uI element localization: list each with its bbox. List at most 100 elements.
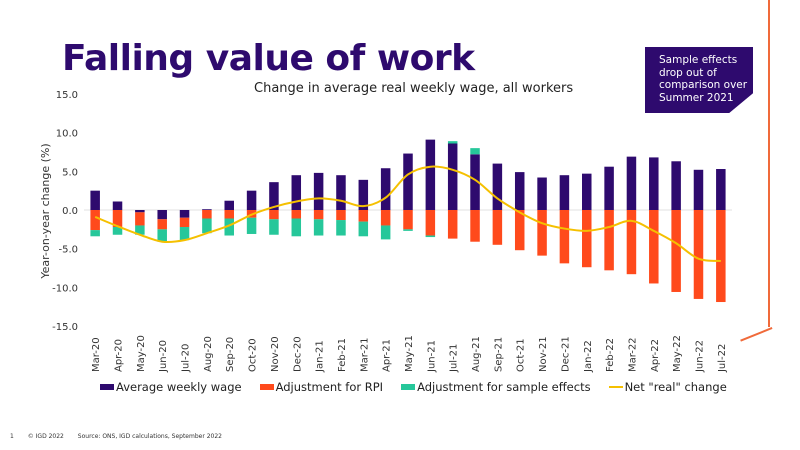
y-tick-label: 5.0 [62,167,78,178]
x-tick-label: Jun-22 [694,340,705,373]
bar-average-weekly-wage [649,157,659,210]
x-tick-label: Dec-20 [292,336,303,372]
bar-average-weekly-wage [403,153,413,210]
bar-adjustment-for-rpi [157,219,167,230]
bar-adjustment-for-rpi [716,210,726,303]
x-tick-label: Feb-21 [337,338,348,372]
bar-average-weekly-wage [559,175,570,210]
bar-adjustment-for-rpi [425,210,436,236]
slide-title: Falling value of work [62,38,475,79]
bar-adjustment-for-rpi [269,210,279,220]
bar-average-weekly-wage [604,166,614,210]
bar-adjustment-for-sample-effects [90,230,100,237]
x-tick-label: Oct-20 [248,338,259,372]
bar-adjustment-for-rpi [336,210,346,221]
bar-average-weekly-wage [112,201,123,210]
y-tick-label: 0.0 [62,206,78,217]
callout-box: Sample effects drop out of comparison ov… [645,47,753,113]
bar-adjustment-for-sample-effects [157,229,167,242]
bar-average-weekly-wage [380,168,391,210]
x-tick-label: Dec-21 [560,336,571,372]
bar-adjustment-for-rpi [649,210,659,284]
bar-adjustment-for-rpi [90,210,100,231]
bar-average-weekly-wage [358,179,369,210]
net-real-change-line [94,165,721,263]
bar-average-weekly-wage [425,139,436,210]
x-tick-label: Jul-20 [181,344,192,373]
bar-adjustment-for-rpi [693,210,704,299]
bar-average-weekly-wage [336,175,346,210]
x-tick-label: Aug-20 [203,336,214,372]
x-tick-label: Jan-21 [315,340,326,373]
bar-average-weekly-wage [514,172,525,210]
bar-adjustment-for-sample-effects [202,218,212,234]
bar-adjustment-for-sample-effects [447,141,458,144]
bar-adjustment-for-rpi [626,210,637,275]
legend-label: Net "real" change [624,380,727,394]
bar-adjustment-for-rpi [671,210,681,292]
bar-adjustment-for-rpi [582,210,592,268]
callout-line: drop out of [659,66,717,79]
bar-adjustment-for-sample-effects [224,218,234,236]
bar-average-weekly-wage [224,200,234,210]
bar-adjustment-for-rpi [470,210,480,242]
bar-adjustment-for-sample-effects [380,225,391,240]
callout-line: comparison over [659,79,748,91]
x-tick-label: Apr-22 [650,339,661,372]
bar-adjustment-for-sample-effects [112,227,123,235]
legend-item-net: Net "real" change [608,380,727,394]
y-axis-label-group: Year-on-year change (%) [39,143,52,279]
legend-item-sample: Adjustment for sample effects [401,380,591,394]
bar-average-weekly-wage [626,156,637,210]
x-tick-label: Jun-20 [158,340,169,373]
bar-average-weekly-wage [179,210,190,218]
bar-average-weekly-wage [537,177,547,210]
bar-adjustment-for-rpi [514,210,525,251]
x-tick-label: Sep-21 [493,337,504,372]
x-tick-label: Oct-21 [516,338,527,372]
bar-adjustment-for-sample-effects [336,220,346,236]
y-ticks: 15.0 10.0 5.0 0.0 -5.0 -10.0 -15.0 [52,90,78,333]
bar-average-weekly-wage [671,161,681,210]
bars [90,139,726,303]
y-tick-label: -5.0 [58,245,78,256]
x-tick-label: Mar-20 [91,337,102,372]
bar-average-weekly-wage [492,163,503,210]
y-axis-label: Year-on-year change (%) [39,143,52,279]
bar-adjustment-for-rpi [559,210,570,264]
source-note: Source: ONS, IGD calculations, September… [77,433,222,440]
page-number: 1 [10,433,14,440]
legend-swatch-sample [401,384,416,390]
y-tick-label: 15.0 [56,90,78,101]
x-tick-label: May-21 [404,335,415,372]
callout-line: Summer 2021 [659,91,734,104]
legend-swatch-wage [100,384,114,390]
bar-average-weekly-wage [313,172,324,210]
bar-adjustment-for-sample-effects [425,235,436,238]
bar-adjustment-for-sample-effects [291,218,302,237]
x-tick-label: Mar-21 [359,337,370,372]
bar-average-weekly-wage [693,169,704,210]
x-tick-label: Sep-20 [225,337,236,372]
copyright: © IGD 2022 [27,433,64,440]
x-tick-label: Nov-21 [538,336,549,372]
legend-item-rpi: Adjustment for RPI [259,380,383,394]
bar-average-weekly-wage [157,210,167,220]
bar-adjustment-for-sample-effects [269,219,279,235]
y-tick-label: -10.0 [52,283,78,294]
bar-average-weekly-wage [716,169,726,210]
x-tick-label: Apr-21 [382,339,393,372]
bar-average-weekly-wage [291,175,302,210]
x-tick-label: Jul-21 [449,344,460,373]
legend-swatch-net [608,386,623,388]
bar-adjustment-for-sample-effects [403,229,413,231]
x-ticks: Mar-20 Apr-20 May-20 Jun-20 Jul-20 Aug-20 Sep-… [91,335,728,373]
x-tick-label: Jan-22 [583,340,594,373]
callout-line: Sample effects [659,54,738,66]
y-tick-label: 10.0 [56,129,78,140]
bar-adjustment-for-rpi [380,210,391,226]
x-tick-label: May-22 [672,335,683,372]
bar-adjustment-for-sample-effects [179,227,190,241]
bar-adjustment-for-rpi [202,210,212,219]
